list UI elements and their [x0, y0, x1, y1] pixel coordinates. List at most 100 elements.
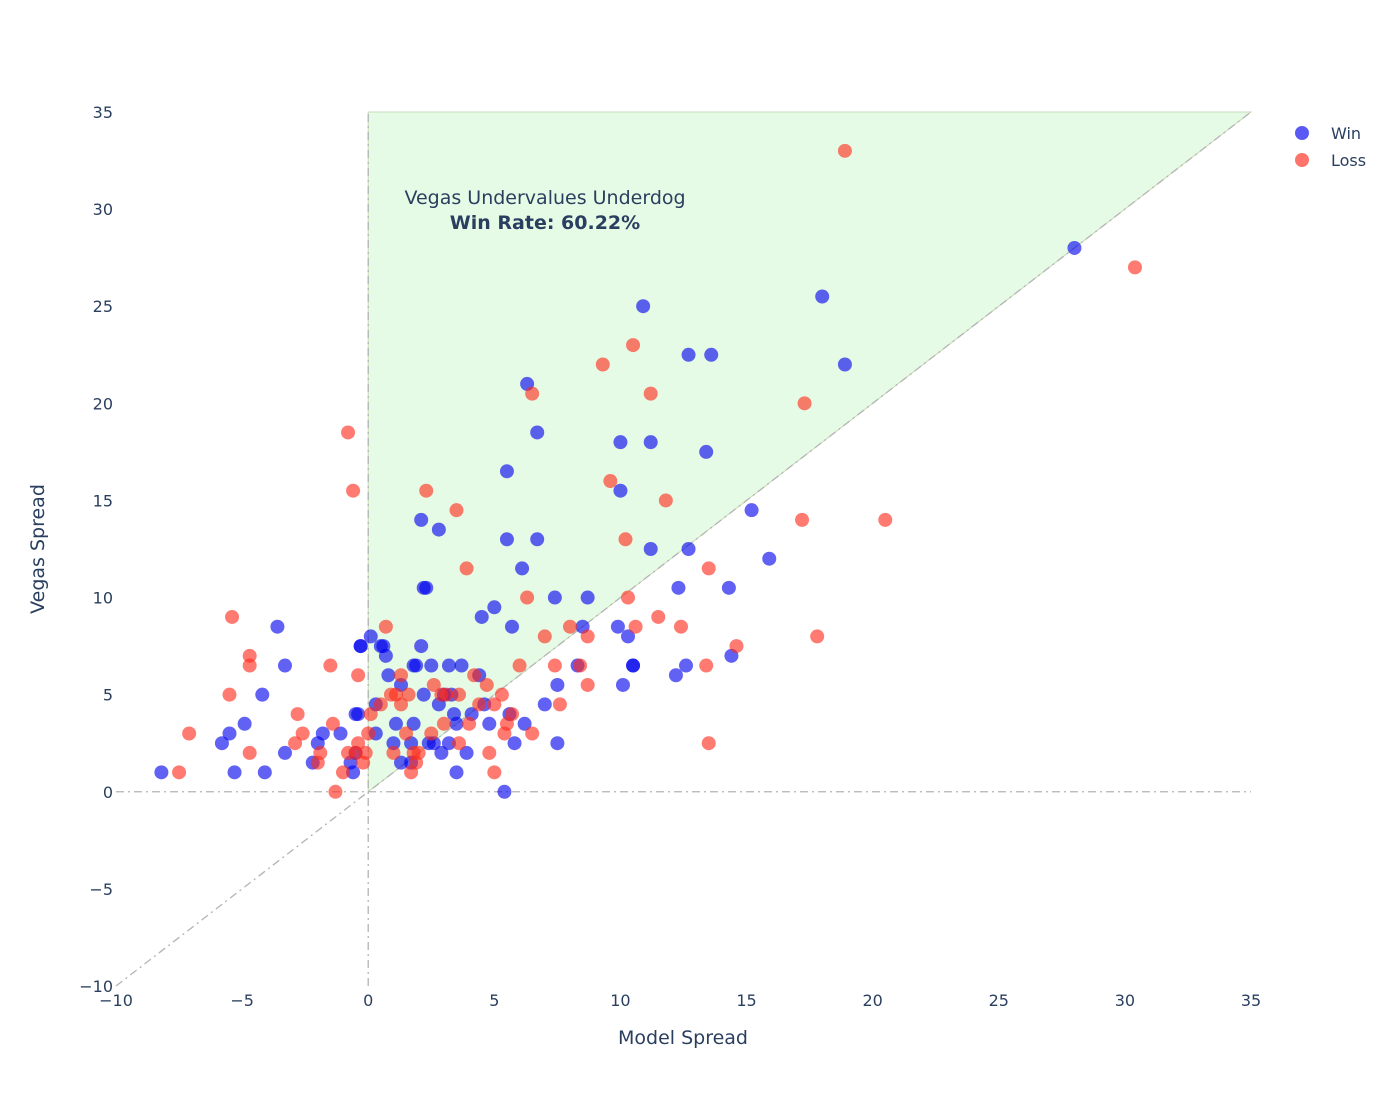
win-point — [499, 532, 514, 547]
y-tick-label: 0 — [103, 783, 113, 802]
loss-point — [242, 658, 257, 673]
win-point — [381, 668, 396, 683]
loss-point — [399, 726, 414, 741]
win-point — [681, 347, 696, 362]
loss-point — [580, 629, 595, 644]
loss-point — [336, 765, 350, 780]
win-point — [610, 619, 625, 634]
win-point — [636, 299, 651, 314]
loss-point — [358, 745, 373, 760]
y-tick-label: −5 — [89, 880, 113, 899]
loss-point — [351, 668, 366, 683]
win-point — [441, 736, 456, 751]
win-point — [615, 677, 630, 692]
loss-point — [313, 745, 328, 760]
win-point — [333, 726, 348, 741]
win-point — [721, 580, 736, 595]
win-point — [643, 542, 658, 556]
loss-point — [172, 765, 187, 780]
win-point — [409, 658, 424, 673]
win-point — [550, 736, 565, 751]
win-point — [704, 347, 719, 362]
data-points — [154, 143, 1142, 799]
reference-lines — [115, 111, 1252, 987]
win-point — [550, 677, 565, 692]
win-point — [762, 551, 777, 566]
loss-point — [426, 677, 441, 692]
win-point — [237, 716, 252, 731]
win-point — [416, 687, 431, 702]
loss-point — [580, 677, 595, 692]
loss-point — [346, 483, 361, 498]
loss-point — [401, 687, 416, 702]
loss-point — [487, 765, 502, 780]
loss-point — [325, 716, 340, 731]
legend-marker-win — [1295, 126, 1309, 140]
y-tick-label: 15 — [93, 491, 113, 510]
win-point — [353, 639, 368, 654]
loss-point — [658, 493, 673, 508]
loss-point — [378, 619, 393, 634]
loss-point — [795, 512, 810, 527]
win-point — [419, 580, 434, 595]
loss-point — [436, 716, 451, 731]
win-point — [668, 668, 683, 683]
legend-marker-loss — [1295, 153, 1309, 167]
loss-point — [472, 697, 487, 712]
win-point — [474, 609, 489, 624]
win-point — [351, 707, 366, 722]
loss-point — [411, 745, 426, 760]
y-tick-label: 35 — [93, 103, 113, 122]
x-tick-label: 25 — [989, 991, 1009, 1010]
win-point — [671, 580, 686, 595]
loss-point — [479, 677, 494, 692]
win-point — [424, 658, 439, 673]
loss-point — [547, 658, 562, 673]
win-point — [815, 289, 830, 304]
win-point — [449, 716, 464, 731]
win-point — [744, 503, 759, 518]
win-point — [277, 745, 292, 760]
win-point — [394, 755, 409, 770]
loss-point — [394, 697, 409, 712]
loss-point — [573, 658, 588, 673]
win-point — [621, 629, 636, 644]
win-point — [414, 639, 429, 654]
loss-point — [878, 512, 893, 527]
win-point — [441, 658, 456, 673]
win-point — [547, 590, 562, 605]
legend: Win Loss — [1295, 124, 1366, 170]
loss-point — [222, 687, 237, 702]
loss-point — [563, 619, 577, 634]
loss-point — [628, 619, 643, 634]
loss-point — [810, 629, 825, 644]
annotation-line2: Win Rate: 60.22% — [450, 212, 640, 234]
loss-point — [525, 726, 540, 741]
win-point — [517, 716, 532, 731]
y-tick-label: 30 — [93, 200, 113, 219]
loss-point — [363, 707, 378, 722]
loss-point — [394, 668, 409, 683]
y-tick-label: 25 — [93, 297, 113, 316]
x-tick-label: −5 — [230, 991, 254, 1010]
y-tick-label: 20 — [93, 394, 113, 413]
loss-point — [837, 143, 852, 158]
loss-point — [182, 726, 197, 741]
x-tick-label: 15 — [736, 991, 756, 1010]
win-point — [406, 716, 421, 731]
win-point — [530, 425, 545, 440]
win-point — [154, 765, 169, 780]
win-point — [681, 542, 696, 556]
loss-point — [618, 532, 633, 547]
loss-point — [482, 745, 497, 760]
win-point — [499, 464, 514, 479]
loss-point — [328, 784, 343, 799]
win-point — [837, 357, 852, 372]
annotation-line1: Vegas Undervalues Underdog — [404, 187, 685, 209]
loss-point — [537, 629, 552, 644]
win-point — [431, 522, 446, 537]
win-point — [699, 444, 714, 459]
loss-point — [520, 590, 535, 605]
loss-point — [351, 736, 366, 751]
